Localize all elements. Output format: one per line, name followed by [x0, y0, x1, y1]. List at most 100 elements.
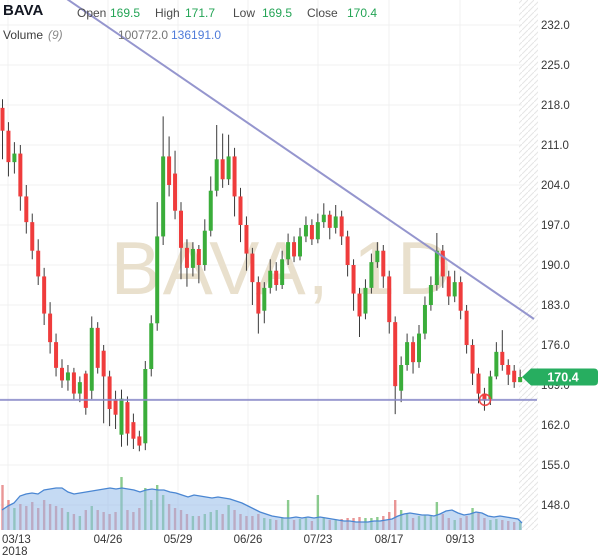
candle-body — [173, 173, 178, 211]
candle-body — [351, 264, 356, 294]
candle-body — [518, 377, 523, 383]
price-axis-label: 204.0 — [541, 180, 570, 192]
candle-body — [440, 250, 445, 277]
price-axis-label: 148.0 — [541, 500, 570, 512]
candle-body — [387, 276, 392, 323]
candle-body — [381, 250, 386, 277]
candle-body — [208, 190, 213, 231]
candle-body — [303, 224, 308, 237]
candle-body — [399, 365, 404, 391]
candle-body — [30, 222, 35, 251]
price-axis-label: 211.0 — [541, 140, 569, 152]
candle-body — [179, 210, 183, 248]
price-axis-label: 183.0 — [541, 300, 570, 312]
candle-body — [339, 216, 344, 237]
time-axis-label: 05/29 — [164, 534, 193, 546]
candle-body — [155, 236, 160, 324]
candle-body — [434, 250, 439, 285]
candle-body — [149, 323, 154, 370]
price-axis[interactable]: 232.0 225.0 218.0 211.0 204.0 197.0 190.0 183.0… — [541, 20, 570, 512]
candle-body — [315, 222, 320, 240]
time-axis-label: 04/26 — [94, 534, 123, 546]
candle-body — [48, 313, 53, 343]
drawn-trendlines[interactable] — [0, 0, 537, 407]
volume-bar — [1, 485, 4, 530]
candle-body — [131, 422, 136, 439]
candle-body — [494, 351, 499, 377]
candle-body — [54, 342, 59, 368]
candle-body — [369, 262, 374, 288]
candle-body — [101, 350, 106, 377]
candle-body — [226, 156, 231, 180]
candle-body — [214, 159, 219, 191]
candle-body — [190, 248, 195, 268]
candle-body — [60, 367, 64, 381]
candle-body — [143, 369, 148, 444]
volume-bar — [394, 500, 397, 530]
candlestick-series — [0, 99, 523, 452]
price-axis-label: 225.0 — [541, 60, 570, 72]
candle-body — [95, 327, 100, 368]
candle-body — [470, 345, 475, 374]
time-axis-label: 08/17 — [375, 534, 404, 546]
candle-body — [107, 376, 112, 410]
candle-body — [113, 399, 118, 415]
candle-body — [256, 282, 261, 314]
support-touch-marker — [478, 393, 492, 407]
candle-body — [327, 214, 332, 228]
gridlines — [0, 0, 522, 530]
time-axis-label: 07/23 — [304, 534, 333, 546]
candle-body — [357, 293, 362, 317]
volume-ma-line — [1, 487, 523, 524]
candle-body — [220, 159, 225, 180]
candle-body — [161, 156, 166, 237]
candle-body — [125, 402, 130, 434]
price-axis-label: 176.0 — [541, 340, 570, 352]
candle-body — [452, 282, 457, 297]
candle-body — [458, 282, 463, 311]
descending-trendline — [66, 0, 535, 320]
candle-body — [6, 130, 11, 163]
volume-bar — [286, 500, 290, 530]
candle-body — [428, 284, 433, 305]
candle-body — [65, 372, 70, 381]
candle-body — [268, 270, 273, 288]
candle-body — [482, 393, 487, 401]
hatch-strip — [519, 0, 538, 530]
time-axis-label: 03/13 — [2, 534, 31, 546]
candle-body — [375, 250, 380, 263]
candle-body — [488, 376, 493, 400]
candle-body — [18, 153, 23, 197]
last-price-badge-text: 170.4 — [547, 371, 578, 385]
candle-body — [476, 373, 481, 394]
price-axis-label: 162.0 — [541, 420, 570, 432]
last-price-badge-shape — [522, 368, 598, 386]
candle-body — [446, 276, 451, 297]
price-axis-label: 197.0 — [541, 220, 570, 232]
candle-body — [250, 253, 255, 283]
candle-body — [506, 365, 511, 375]
candle-body — [167, 156, 172, 185]
candle-body — [422, 305, 427, 334]
price-axis-label: 155.0 — [541, 460, 570, 472]
volume-ma-fill — [2, 488, 522, 530]
candle-body — [363, 287, 368, 314]
candle-body — [345, 236, 350, 265]
axis-gutter-hatch — [519, 0, 538, 530]
time-axis-label: 06/26 — [234, 534, 263, 546]
candle-body — [137, 436, 142, 446]
candle-body — [262, 287, 267, 311]
candle-body — [42, 276, 47, 314]
candle-body — [333, 216, 338, 228]
candle-body — [405, 342, 410, 366]
candle-body — [464, 310, 469, 346]
candle-body — [36, 250, 41, 277]
candle-body — [83, 373, 88, 408]
candle-body — [411, 342, 416, 363]
candle-body — [321, 214, 326, 223]
candle-body — [184, 247, 189, 268]
price-axis-label: 232.0 — [541, 20, 570, 32]
candle-body — [89, 327, 94, 391]
